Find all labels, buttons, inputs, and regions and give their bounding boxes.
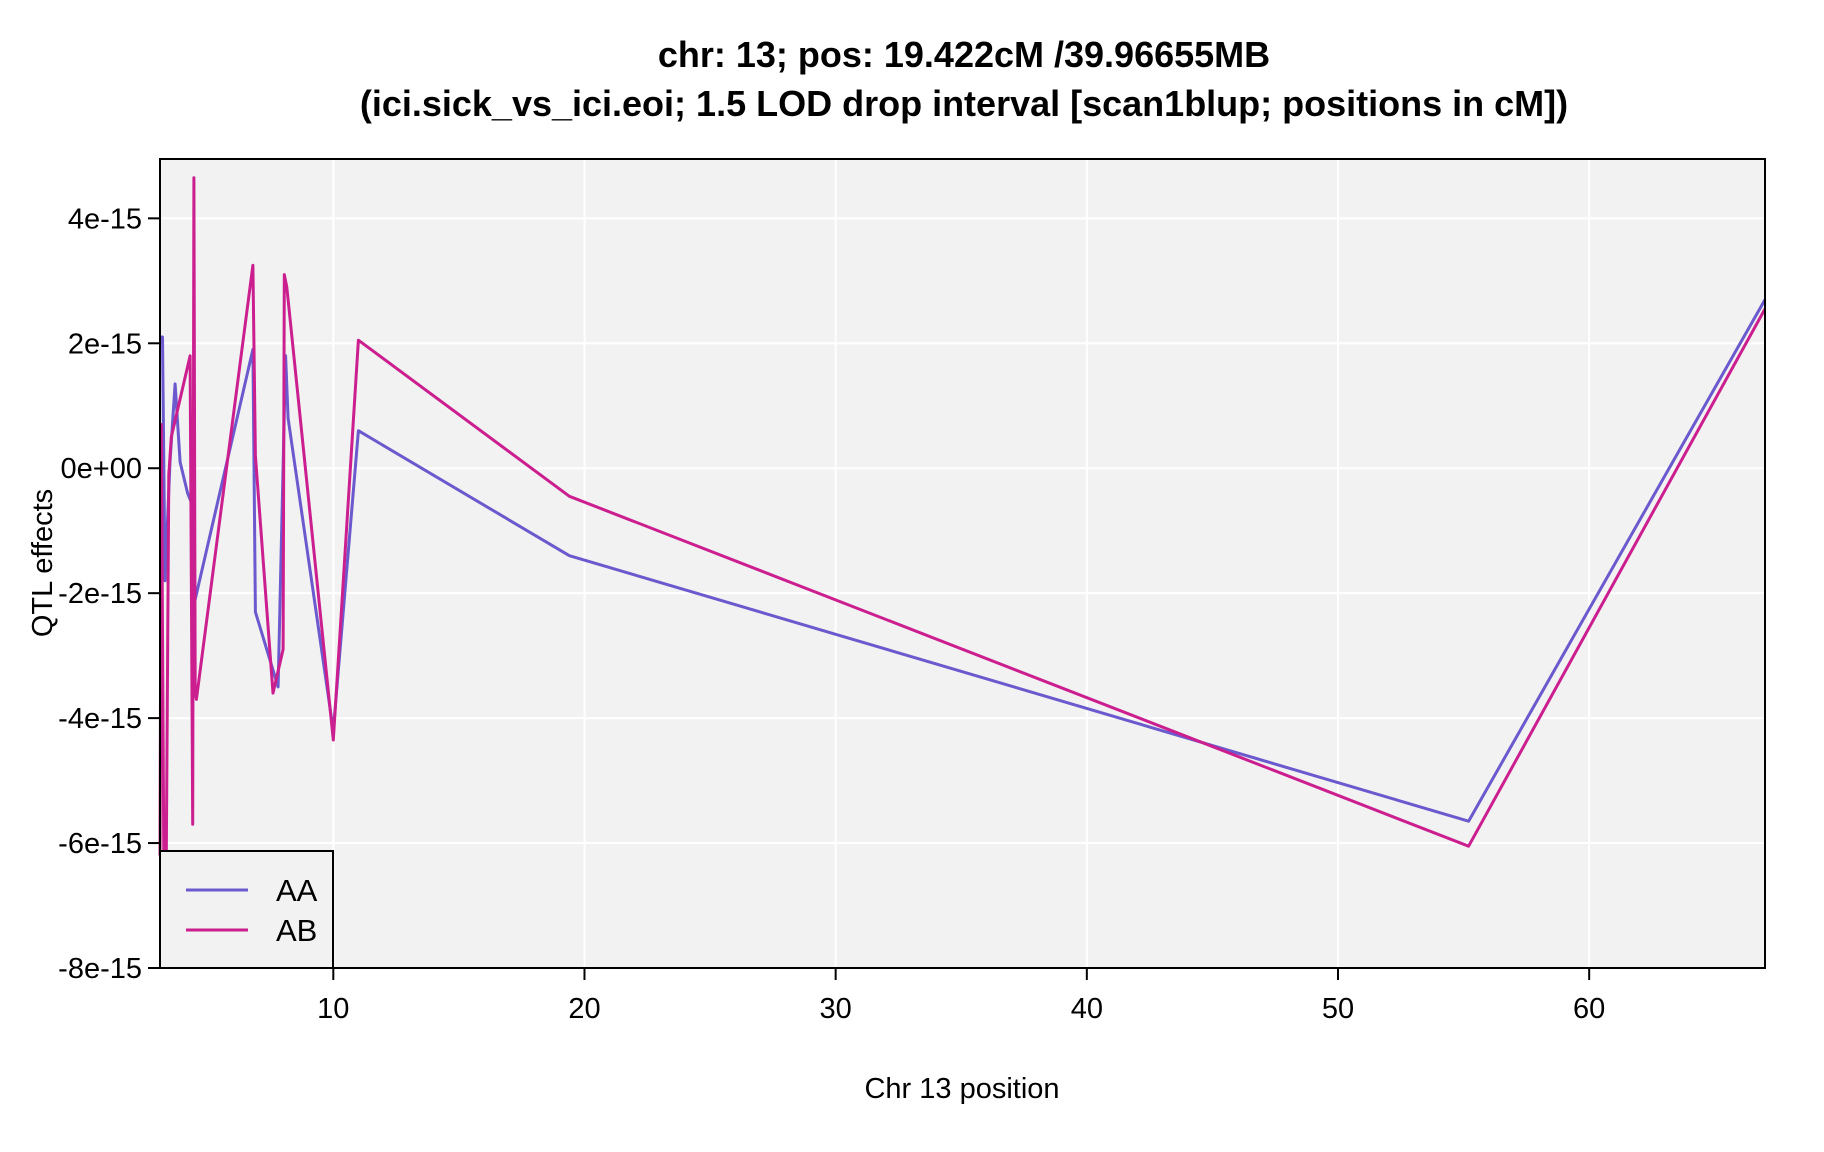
gridlines bbox=[160, 159, 1765, 969]
y-axis-ticks: 4e-15 2e-15 0e+00 -2e-15 -4e-15 -6e-15 -8e-15 bbox=[58, 203, 160, 985]
chart-subtitle: (ici.sick_vs_ici.eoi; 1.5 LOD drop inter… bbox=[360, 83, 1568, 124]
legend: AA AB bbox=[159, 850, 334, 969]
x-tick-label: 20 bbox=[568, 993, 600, 1025]
plot-frame bbox=[159, 158, 1766, 969]
plot-area bbox=[160, 159, 1765, 968]
x-tick-label: 30 bbox=[820, 993, 852, 1025]
x-tick-label: 50 bbox=[1322, 993, 1354, 1025]
x-tick-label: 40 bbox=[1071, 993, 1103, 1025]
y-tick-label: 2e-15 bbox=[68, 328, 142, 360]
x-tick-label: 10 bbox=[317, 993, 349, 1025]
y-tick-label: -6e-15 bbox=[58, 828, 142, 860]
y-tick-label: -2e-15 bbox=[58, 578, 142, 610]
legend-box bbox=[159, 850, 334, 969]
y-tick-label: 0e+00 bbox=[61, 453, 142, 485]
y-tick-label: -8e-15 bbox=[58, 953, 142, 985]
series-lines bbox=[158, 176, 1767, 858]
x-axis-ticks: 10 20 30 40 50 60 bbox=[317, 968, 1605, 1025]
y-tick-label: 4e-15 bbox=[68, 203, 142, 235]
chart-title: chr: 13; pos: 19.422cM /39.96655MB bbox=[658, 34, 1270, 75]
y-axis-label: QTL effects bbox=[27, 489, 59, 637]
legend-label-aa: AA bbox=[276, 873, 318, 908]
y-tick-label: -4e-15 bbox=[58, 703, 142, 735]
x-axis-label: Chr 13 position bbox=[864, 1073, 1059, 1105]
legend-label-ab: AB bbox=[276, 913, 317, 948]
x-tick-label: 60 bbox=[1573, 993, 1605, 1025]
series-line-ab bbox=[158, 176, 1767, 858]
